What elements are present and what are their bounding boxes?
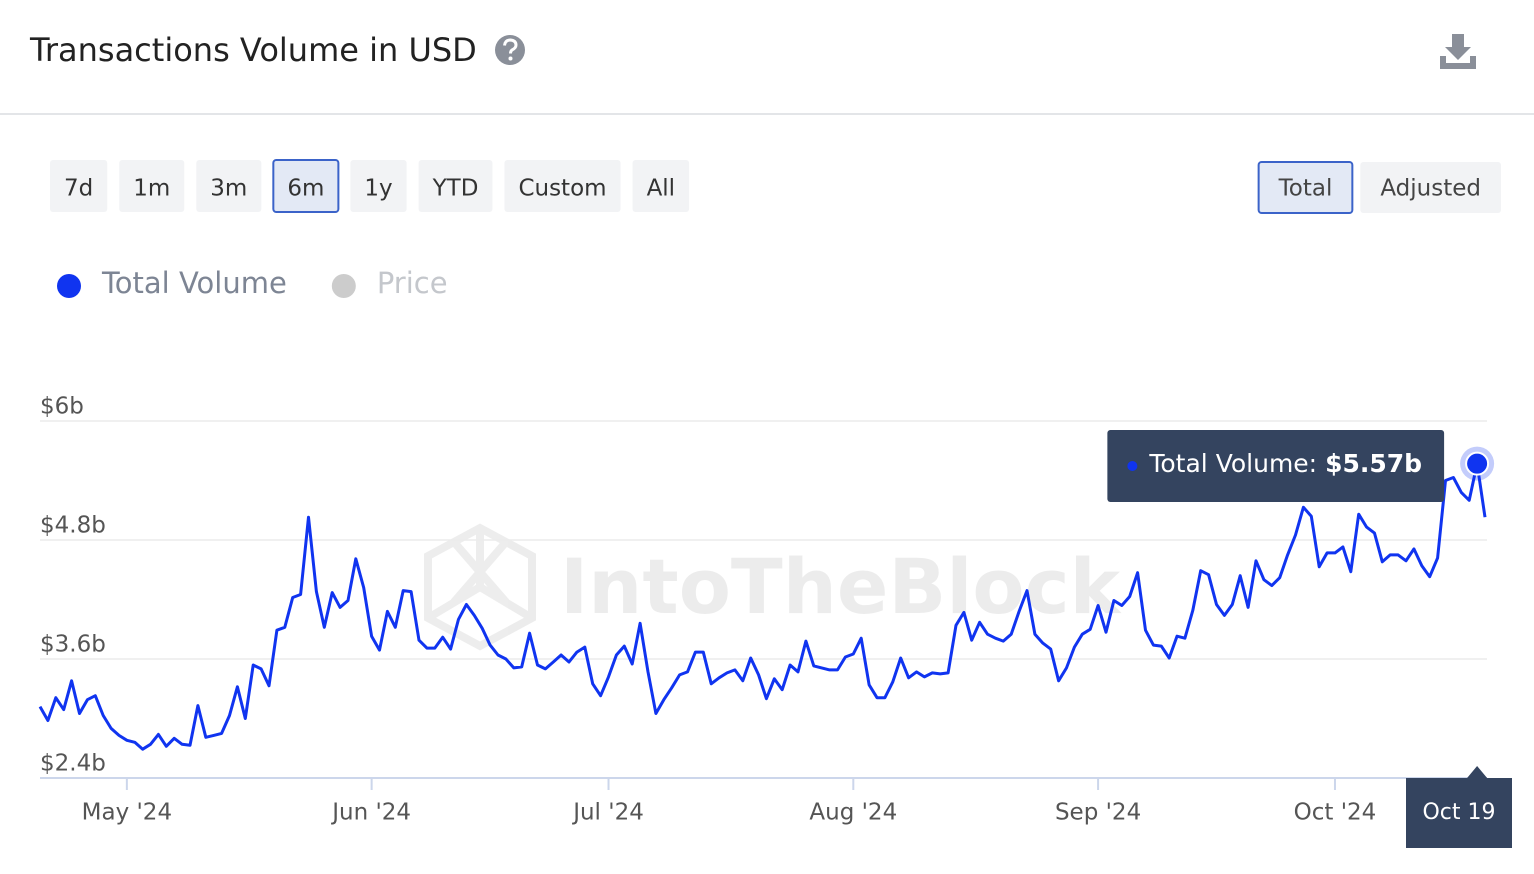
watermark-text: IntoTheBlock: [560, 542, 1122, 631]
range-button-label[interactable]: YTD: [432, 176, 479, 202]
legend-label[interactable]: Price: [377, 266, 448, 300]
help-glyph: [503, 38, 518, 54]
mode-button-bg[interactable]: [1257, 161, 1354, 214]
range-button[interactable]: All: [632, 160, 690, 212]
watermark-logo: [424, 523, 536, 651]
tooltip: Total Volume: $5.57b: [1107, 430, 1445, 502]
x-tick-label: Jul '24: [571, 800, 644, 826]
highlight-point: [1465, 451, 1490, 476]
legend-dot[interactable]: [57, 274, 81, 298]
legend-label[interactable]: Total Volume: [101, 266, 287, 300]
title: Transactions Volume in USD: [29, 31, 477, 69]
watermark: IntoTheBlock: [424, 523, 1122, 651]
range-button-label[interactable]: All: [647, 176, 676, 202]
x-tooltip-box: [1406, 766, 1512, 848]
mode-button[interactable]: Total: [1257, 161, 1354, 214]
tooltip-value: $5.57b: [1325, 449, 1422, 478]
y-tick-label: $4.8b: [40, 513, 106, 539]
help-icon[interactable]: [495, 35, 525, 65]
legend-item[interactable]: Price: [331, 266, 448, 300]
range-button-bg[interactable]: [272, 159, 340, 213]
mode-button-bg[interactable]: [1360, 162, 1501, 213]
range-button-label[interactable]: 6m: [287, 176, 324, 202]
x-tick-label: Aug '24: [809, 800, 897, 826]
range-button-bg[interactable]: [504, 160, 621, 212]
x-tick-label: Jun '24: [330, 800, 411, 826]
range-button[interactable]: 6m: [272, 159, 340, 213]
mode-button-label[interactable]: Total: [1278, 176, 1333, 202]
range-button-label[interactable]: 1y: [364, 176, 392, 202]
legend-dot[interactable]: [331, 274, 356, 298]
y-tick-label: $3.6b: [40, 632, 106, 658]
download-arrow: [1445, 47, 1471, 60]
x-tick-label: Sep '24: [1055, 800, 1141, 826]
tooltip-box: [1107, 430, 1445, 502]
range-button-bg[interactable]: [50, 160, 108, 212]
range-button-label[interactable]: Custom: [518, 176, 606, 202]
chart: Total Volume Price IntoTheBlock $2.4b $3.6b $…: [38, 266, 1512, 848]
tooltip-label: Total Volume:: [1148, 449, 1317, 478]
x-tick-label: May '24: [82, 800, 172, 826]
range-button[interactable]: 1m: [119, 160, 185, 212]
tooltip-dot: [1127, 461, 1138, 471]
range-button[interactable]: 3m: [196, 160, 262, 212]
x-tick-label: Oct '24: [1294, 800, 1377, 826]
range-button-label[interactable]: 7d: [64, 176, 93, 202]
range-button-label[interactable]: 1m: [133, 176, 170, 202]
range-button[interactable]: YTD: [418, 160, 493, 212]
download-icon[interactable]: [1440, 34, 1476, 69]
x-tooltip-label: Oct 19: [1406, 766, 1512, 848]
y-tick-label: $2.4b: [40, 751, 106, 777]
range-button[interactable]: Custom: [504, 160, 621, 212]
range-button-bg[interactable]: [196, 160, 262, 212]
range-button-label[interactable]: 3m: [210, 176, 247, 202]
download-stem: [1452, 34, 1464, 48]
y-tick-label: $6b: [40, 394, 84, 420]
mode-button-label[interactable]: Adjusted: [1380, 176, 1481, 202]
range-button-bg[interactable]: [632, 160, 690, 212]
range-button-bg[interactable]: [119, 160, 185, 212]
range-button[interactable]: 7d: [50, 160, 108, 212]
legend-item[interactable]: Total Volume: [57, 266, 287, 300]
data-line: [38, 462, 1487, 751]
range-button-bg[interactable]: [418, 160, 493, 212]
range-button[interactable]: 1y: [350, 160, 407, 212]
x-tooltip-text: Oct 19: [1422, 800, 1495, 825]
range-button-bg[interactable]: [350, 160, 407, 212]
download-tray: [1440, 56, 1476, 69]
help-dot: [508, 56, 513, 61]
mode-button[interactable]: Adjusted: [1360, 162, 1501, 213]
